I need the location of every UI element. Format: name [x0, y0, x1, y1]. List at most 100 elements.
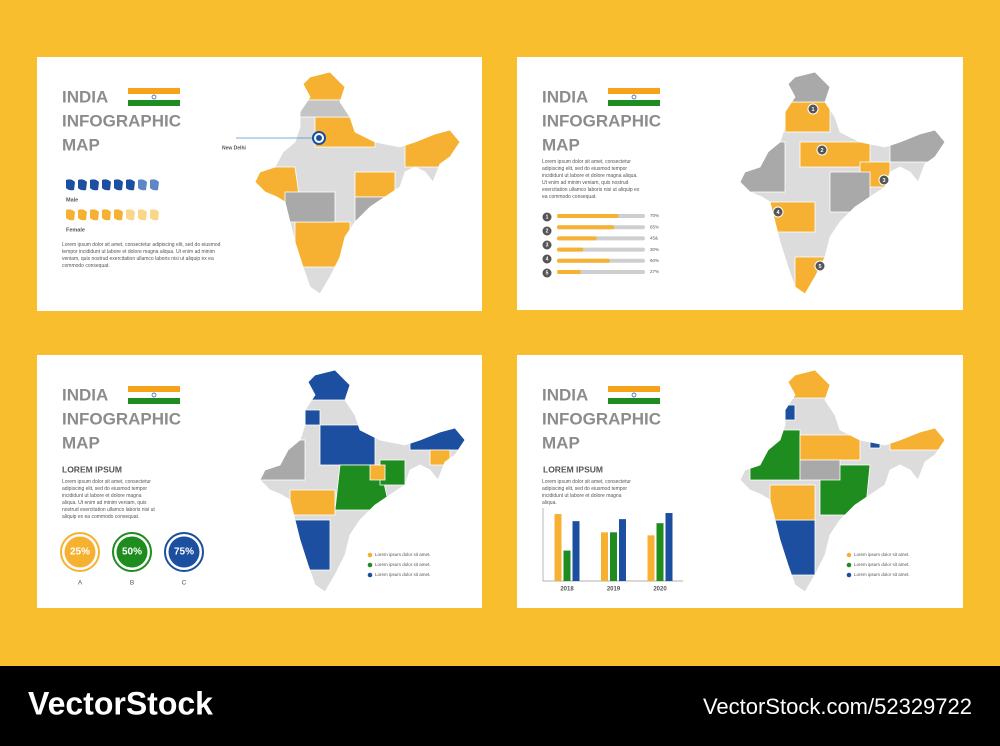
flag-stripe — [608, 386, 660, 392]
title-line: INDIA — [542, 87, 588, 106]
female-icon — [138, 209, 147, 221]
map-badge — [807, 103, 819, 115]
bar-fill — [557, 236, 597, 241]
title-line: INFOGRAPHIC — [542, 409, 661, 428]
map-badge — [878, 174, 890, 186]
x-tick-label: 2019 — [607, 587, 621, 593]
bar-label: 30% — [650, 247, 659, 252]
flag-wheel — [151, 94, 157, 100]
female-icon — [90, 209, 99, 221]
flag-stripe — [128, 88, 180, 94]
legend-label: Lorem ipsum dolor sit amet. — [375, 552, 431, 557]
circle-label: 25% — [70, 547, 90, 558]
bar — [665, 513, 673, 581]
bar — [647, 535, 655, 581]
flag-stripe — [128, 398, 180, 404]
female-icon — [150, 209, 159, 221]
city-label: New Delhi — [222, 145, 247, 151]
bar-fill — [557, 258, 610, 263]
map-badge — [772, 206, 784, 218]
bar-label: 27% — [650, 269, 659, 274]
flag-stripe — [128, 386, 180, 392]
legend-swatch — [367, 552, 373, 558]
legend-label: Lorem ipsum dolor sit amet. — [854, 562, 910, 567]
legend-swatch — [846, 552, 852, 558]
legend-label: Lorem ipsum dolor sit amet. — [375, 562, 431, 567]
title-line: INFOGRAPHIC — [542, 111, 661, 130]
flag-stripe — [608, 100, 660, 106]
bar — [656, 523, 664, 581]
female-icon — [114, 209, 123, 221]
number-badge — [542, 240, 552, 250]
number-badge — [542, 212, 552, 222]
male-icon — [90, 179, 99, 191]
number-label: 4 — [546, 257, 549, 263]
footer-brand: VectorStock — [28, 685, 213, 721]
map-badge-label: 1 — [811, 107, 814, 113]
heading: LOREM IPSUM — [543, 464, 603, 474]
male-icon — [78, 179, 87, 191]
legend-swatch — [367, 572, 373, 578]
circle-name: B — [130, 580, 134, 587]
number-label: 5 — [546, 271, 549, 277]
title-line: MAP — [62, 433, 100, 452]
male-icon — [114, 179, 123, 191]
bar-fill — [557, 225, 615, 230]
footer-id: VectorStock.com/52329722 — [703, 694, 972, 719]
flag-stripe — [128, 392, 180, 398]
number-label: 2 — [546, 229, 549, 235]
bar — [554, 514, 562, 581]
map-badge — [814, 260, 826, 272]
legend-label: Lorem ipsum dolor sit amet. — [375, 572, 431, 577]
bar-label: 60% — [650, 258, 659, 263]
number-badge — [542, 254, 552, 264]
male-label: Male — [66, 197, 78, 203]
bar-fill — [557, 270, 581, 274]
bar-label: 70% — [650, 213, 659, 218]
map — [259, 369, 466, 593]
x-tick-label: 2018 — [560, 587, 574, 593]
title-line: MAP — [542, 135, 580, 154]
male-icon — [138, 179, 147, 191]
male-icon — [66, 179, 75, 191]
number-label: 1 — [546, 215, 549, 221]
paragraph: Lorem ipsum dolor sit amet, consectetur … — [542, 159, 640, 200]
bar — [619, 519, 626, 581]
heading: LOREM IPSUM — [62, 464, 122, 474]
bar — [572, 521, 580, 581]
map-badge — [816, 144, 828, 156]
panel — [517, 57, 963, 310]
paragraph: Lorem ipsum dolor sit amet, consectetur … — [62, 479, 155, 520]
legend-label: Lorem ipsum dolor sit amet. — [854, 572, 910, 577]
bar-label: 65% — [650, 224, 659, 229]
footer-bar — [0, 666, 1000, 746]
bar — [601, 532, 608, 581]
flag-wheel — [631, 392, 637, 398]
legend-label: Lorem ipsum dolor sit amet. — [854, 552, 910, 557]
title-line: MAP — [62, 135, 100, 154]
map-badge-label: 3 — [882, 178, 885, 184]
city-marker-dot — [316, 135, 322, 141]
bar-fill — [557, 247, 584, 252]
flag-stripe — [608, 88, 660, 94]
panel — [517, 355, 963, 608]
flag-wheel — [151, 392, 157, 398]
title-line: INFOGRAPHIC — [62, 111, 181, 130]
bar-label: 45& — [650, 236, 658, 241]
legend-swatch — [846, 572, 852, 578]
flag-stripe — [128, 94, 180, 100]
x-tick-label: 2020 — [653, 587, 667, 593]
number-badge — [542, 226, 552, 236]
female-icon — [102, 209, 111, 221]
circle-name: A — [78, 580, 83, 587]
paragraph: Lorem ipsum dolor sit amet, consectetur … — [62, 242, 221, 269]
flag-stripe — [608, 392, 660, 398]
male-icon — [126, 179, 135, 191]
female-icon — [66, 209, 75, 221]
legend-swatch — [846, 562, 852, 568]
flag-stripe — [128, 100, 180, 106]
circle-name: C — [182, 580, 187, 587]
bar — [563, 550, 571, 581]
